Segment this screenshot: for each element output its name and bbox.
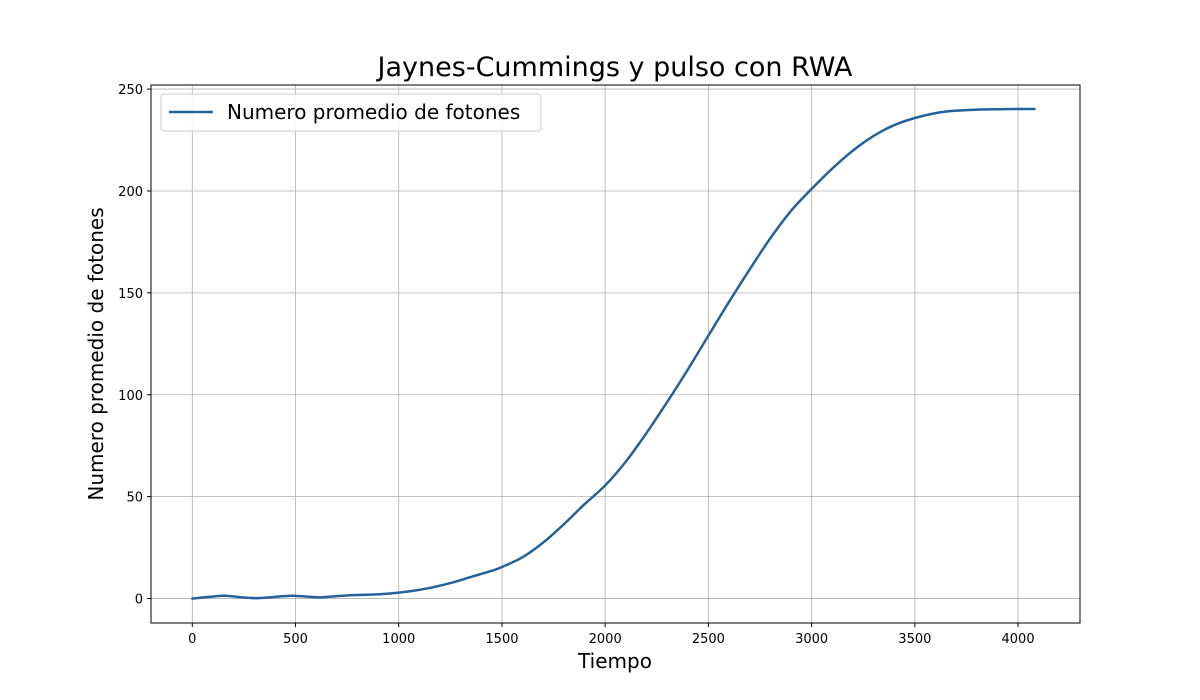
legend: Numero promedio de fotones: [160, 93, 542, 132]
series-line: [191, 107, 1036, 600]
y-tick-label: 150: [118, 287, 143, 302]
chart-title: Jaynes-Cummings y pulso con RWA: [376, 52, 853, 83]
y-tick-label: 0: [135, 593, 143, 608]
x-tick-label: 3000: [795, 632, 828, 647]
x-tick-label: 3500: [898, 632, 931, 647]
y-tick-label: 250: [118, 83, 143, 98]
x-tick-label: 1000: [382, 632, 415, 647]
x-tick-label: 1500: [485, 632, 518, 647]
x-tick-label: 500: [283, 632, 308, 647]
legend-box: [160, 93, 542, 132]
x-tick-label: 2000: [589, 632, 622, 647]
series-layer: [191, 107, 1036, 600]
x-tick-label: 4000: [1002, 632, 1035, 647]
y-tick-label: 50: [126, 491, 143, 506]
legend-label: Numero promedio de fotones: [227, 100, 520, 124]
grid-layer: [151, 85, 1080, 623]
x-axis-label: Tiempo: [577, 649, 652, 673]
y-tick-label: 200: [118, 185, 143, 200]
x-tick-label: 2500: [692, 632, 725, 647]
y-axis-label: Numero promedio de fotones: [84, 207, 108, 500]
ticks-layer: 0 500 1000 1500 2000 2500 3000 3500 4000 0 50 100 15…: [118, 83, 1034, 647]
plot-frame: [150, 84, 1081, 624]
y-tick-label: 100: [118, 389, 143, 404]
x-tick-label: 0: [188, 632, 196, 647]
